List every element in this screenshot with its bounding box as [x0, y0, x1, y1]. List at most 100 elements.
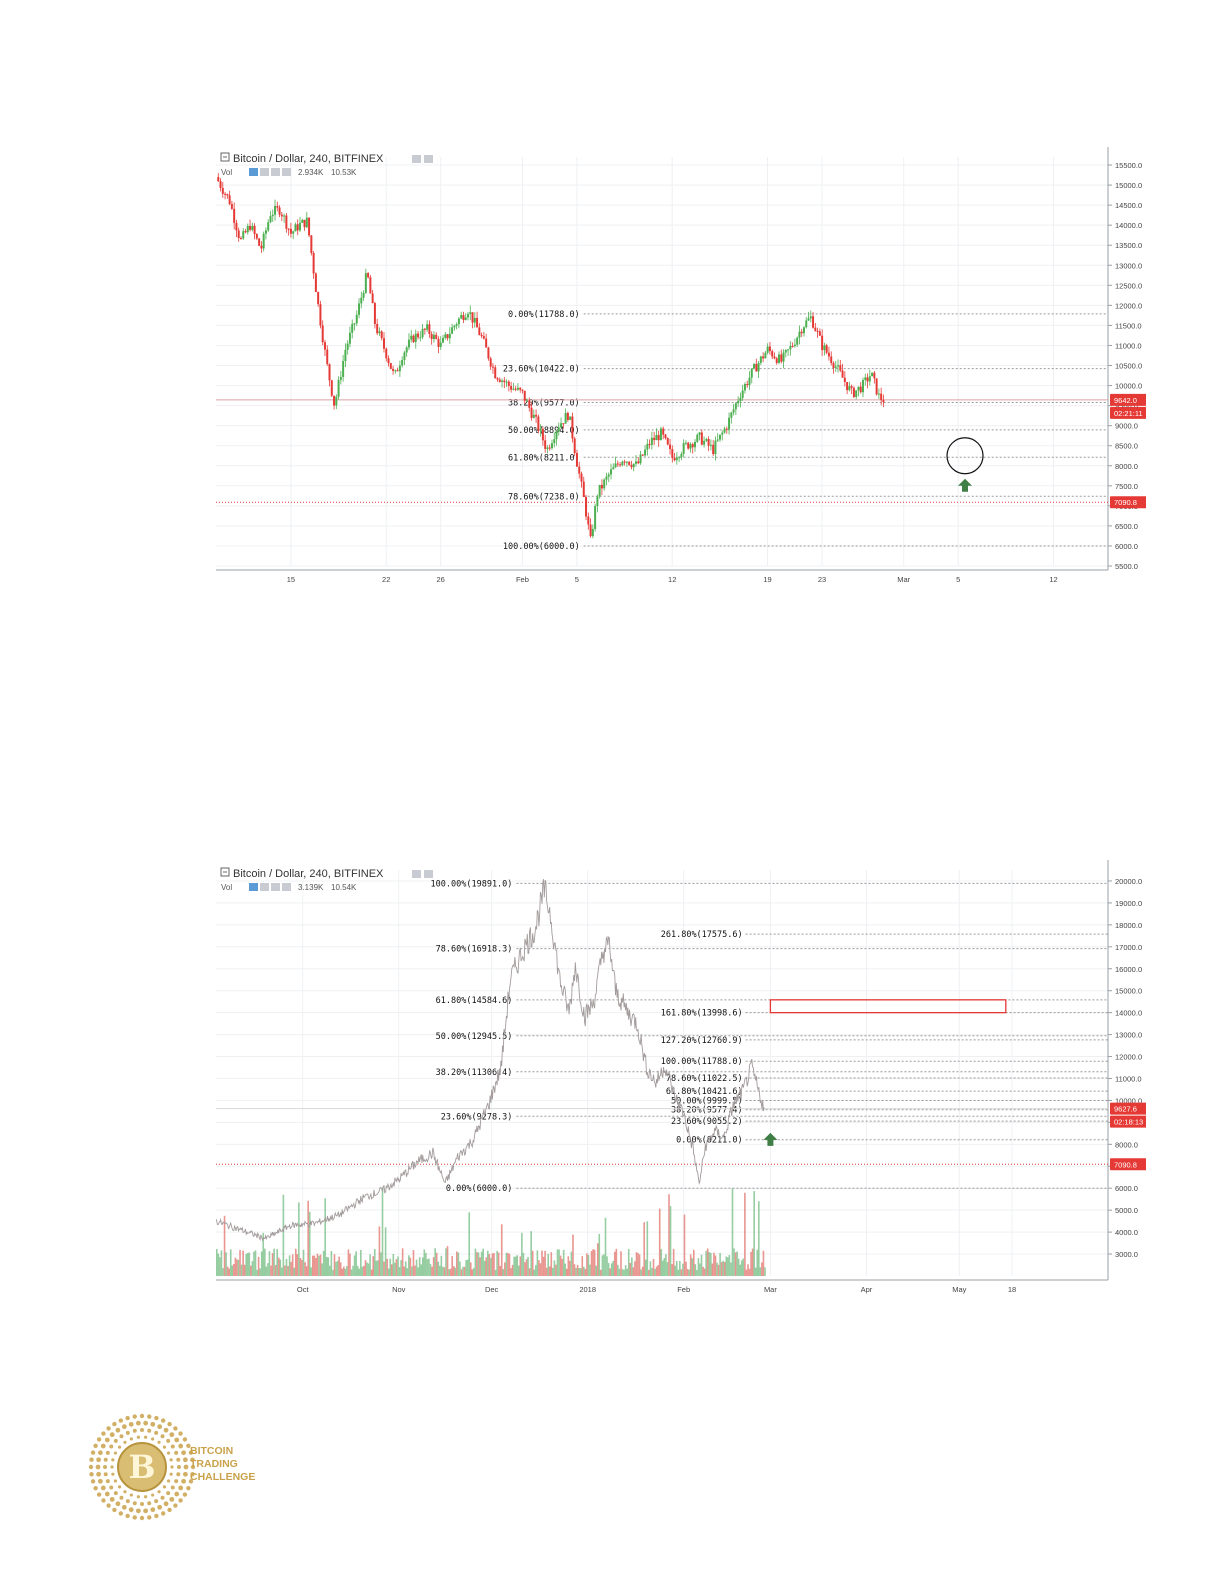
y-tick-label: 6000.0: [1115, 1184, 1138, 1193]
logo-dot: [167, 1421, 172, 1427]
logo-dot: [190, 1472, 195, 1477]
x-tick-label: Apr: [861, 1285, 873, 1294]
volume-bar: [420, 1264, 423, 1276]
logo-dot: [154, 1415, 159, 1421]
volume-bar: [702, 1266, 704, 1276]
volume-bar: [548, 1266, 551, 1276]
volume-bar: [528, 1268, 531, 1276]
volume-bar: [459, 1261, 461, 1276]
logo-dot: [177, 1465, 181, 1469]
volume-bar: [237, 1259, 240, 1276]
candle-body: [505, 381, 508, 383]
logo-line-2: TRADING: [190, 1458, 238, 1470]
candle-body: [473, 317, 476, 323]
volume-bar: [473, 1267, 475, 1276]
candle-body: [759, 356, 762, 364]
candle-body: [346, 343, 349, 350]
volume-bar: [476, 1252, 478, 1276]
volume-bar: [748, 1268, 751, 1276]
candle-body: [541, 428, 544, 441]
y-tick-label: 11000.0: [1115, 341, 1142, 350]
countdown-tag: 02:18:13: [1110, 1115, 1146, 1128]
candle-body: [369, 277, 372, 294]
candle-body: [796, 337, 799, 345]
candle-body: [503, 380, 506, 383]
volume-bar: [759, 1267, 762, 1276]
logo-dot: [166, 1438, 171, 1443]
volume-bar: [369, 1254, 371, 1276]
y-tick-label: 9500.0: [1115, 402, 1138, 411]
volume-bar: [519, 1256, 522, 1276]
logo-dot: [144, 1495, 148, 1499]
logo-dot: [128, 1507, 134, 1513]
logo-dot: [109, 1496, 115, 1502]
candle-body: [512, 388, 515, 390]
volume-bar: [360, 1249, 362, 1276]
volume-bar: [651, 1268, 653, 1276]
volume-bar: [620, 1251, 622, 1276]
volume-bar: [493, 1253, 495, 1276]
volume-bar: [507, 1252, 509, 1276]
indicator-control-icon: [271, 883, 280, 891]
candle-body: [255, 234, 258, 239]
candle-body: [421, 328, 424, 338]
candle-body: [382, 338, 385, 349]
candle-body: [621, 461, 624, 466]
volume-bar: [465, 1260, 467, 1276]
candle-body: [809, 316, 812, 319]
candle-body: [773, 356, 776, 359]
candle-body: [319, 304, 322, 326]
volume-bar: [251, 1261, 254, 1276]
candle-body: [875, 378, 878, 395]
logo-dot: [112, 1421, 117, 1427]
y-tick-label: 14000.0: [1115, 1009, 1142, 1018]
candle-body: [398, 365, 401, 372]
logo-dot: [160, 1511, 166, 1516]
candle-body: [687, 442, 690, 449]
logo-dot: [163, 1427, 169, 1433]
volume-bar: [531, 1250, 534, 1276]
logo-dot: [121, 1424, 127, 1430]
volume-bar: [228, 1268, 230, 1276]
candle-body: [478, 327, 481, 336]
volume-bar: [516, 1255, 519, 1276]
candle-body: [603, 479, 606, 489]
logo-dot: [176, 1457, 181, 1462]
logo-dot: [118, 1511, 124, 1516]
logo-dot: [169, 1496, 175, 1502]
volume-bar: [477, 1252, 480, 1276]
candle-body: [639, 454, 642, 464]
volume-bar: [615, 1248, 618, 1276]
candle-body: [283, 215, 286, 217]
candle-body: [787, 349, 790, 351]
volume-bar: [598, 1233, 601, 1276]
volume-bar: [298, 1202, 300, 1276]
volume-bar: [322, 1250, 325, 1276]
candle-body: [217, 177, 220, 182]
logo-dot: [154, 1513, 159, 1519]
volume-bar: [373, 1248, 376, 1276]
volume-bar: [745, 1269, 748, 1276]
volume-bar: [383, 1261, 385, 1276]
candle-body: [762, 356, 765, 359]
logo-dot: [166, 1479, 171, 1483]
candle-body: [780, 354, 783, 362]
volume-bar: [590, 1251, 593, 1276]
candle-body: [244, 231, 247, 233]
volume-bar: [756, 1249, 759, 1276]
y-tick-label: 3000.0: [1115, 1250, 1138, 1259]
candle-body: [707, 439, 710, 446]
volume-bar: [268, 1251, 271, 1276]
candle-body: [732, 409, 735, 413]
current-price-tag: 9642.0: [1110, 393, 1146, 406]
candle-body: [555, 431, 558, 440]
volume-bar: [236, 1259, 238, 1276]
volume-bar: [679, 1260, 681, 1276]
logo-dot: [123, 1440, 127, 1444]
volume-bar: [706, 1248, 709, 1276]
fib-label-left: 23.60%(9278.3): [441, 1112, 513, 1122]
volume-bar: [254, 1250, 257, 1276]
volume-bar: [415, 1259, 418, 1276]
logo-dot: [140, 1502, 144, 1506]
volume-bar: [665, 1254, 667, 1276]
